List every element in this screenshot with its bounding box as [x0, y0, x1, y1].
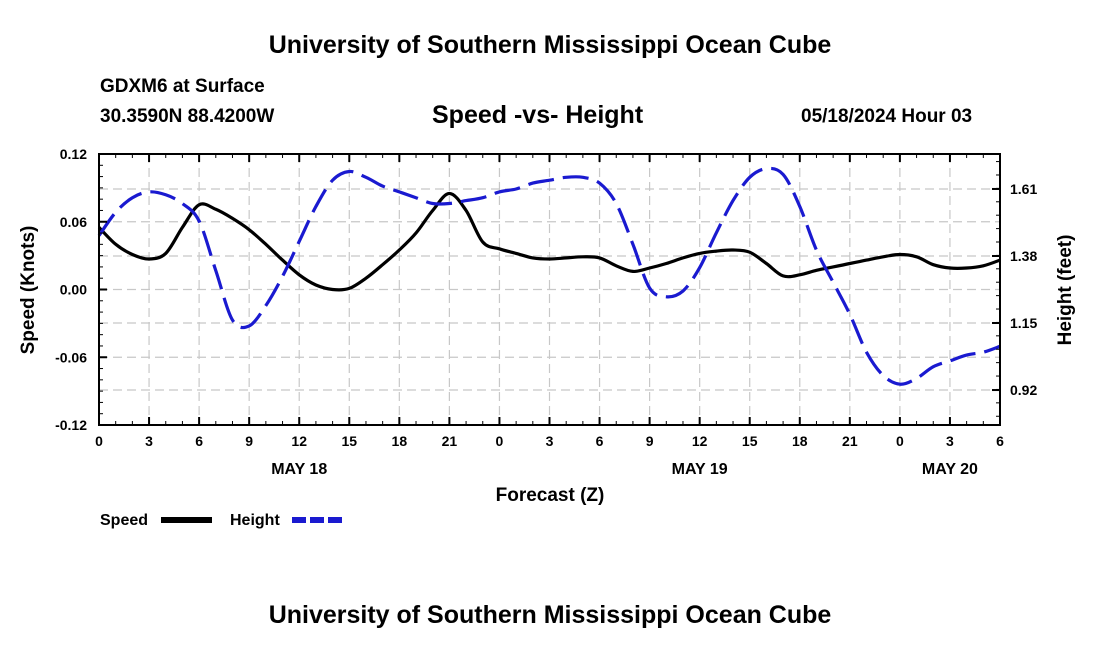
series-line-height — [97, 166, 1001, 386]
x-tick-label: 9 — [646, 433, 654, 449]
x-tick-label: 0 — [95, 433, 103, 449]
legend-speed-label: Speed — [100, 512, 148, 529]
x-tick-label: 18 — [392, 433, 408, 449]
y-right-tick-label: 1.38 — [1010, 248, 1037, 264]
run-time: 05/18/2024 Hour 03 — [801, 106, 973, 127]
axis-labels: 0 3 6 9 12 15 18 21 0 3 6 9 12 15 18 21 0 3 6 MAY 18 MAY 19 M… — [55, 146, 1037, 478]
x-tick-label: 12 — [692, 433, 708, 449]
y-left-tick-label: -0.12 — [55, 417, 87, 433]
legend-height-label: Height — [230, 512, 280, 529]
x-tick-label: 15 — [341, 433, 357, 449]
y-right-tick-label: 1.61 — [1010, 181, 1037, 197]
x-tick-label: 6 — [195, 433, 203, 449]
footer-title: University of Southern Mississippi Ocean… — [268, 601, 832, 629]
y-axis-title-right: Height (feet) — [1055, 235, 1076, 346]
y-left-tick-label: -0.06 — [55, 349, 87, 365]
x-tick-label: 21 — [442, 433, 458, 449]
station-location: 30.3590N 88.4200W — [100, 106, 275, 127]
x-tick-label: 0 — [896, 433, 904, 449]
axis-ticks — [98, 153, 1001, 426]
x-axis-title: Forecast (Z) — [496, 485, 605, 506]
date-label: MAY 20 — [922, 461, 978, 478]
date-label: MAY 19 — [672, 461, 728, 478]
x-tick-label: 21 — [842, 433, 858, 449]
series-lines — [97, 166, 1001, 386]
series-line-speed — [97, 191, 1001, 292]
x-tick-label: 9 — [245, 433, 253, 449]
chart-title: Speed -vs- Height — [432, 101, 644, 129]
station-name: GDXM6 at Surface — [100, 76, 265, 97]
x-tick-label: 18 — [792, 433, 808, 449]
y-right-tick-label: 0.92 — [1010, 382, 1037, 398]
y-left-tick-label: 0.06 — [60, 214, 87, 230]
x-tick-label: 6 — [996, 433, 1004, 449]
x-tick-label: 3 — [546, 433, 554, 449]
y-left-tick-label: 0.12 — [60, 146, 87, 162]
date-label: MAY 18 — [271, 461, 327, 478]
x-tick-label: 12 — [291, 433, 307, 449]
x-tick-label: 15 — [742, 433, 758, 449]
x-tick-label: 0 — [496, 433, 504, 449]
legend: Speed Height — [100, 512, 343, 529]
y-left-tick-label: 0.00 — [60, 282, 87, 298]
x-tick-label: 6 — [596, 433, 604, 449]
grid — [99, 154, 1000, 425]
page-title: University of Southern Mississippi Ocean… — [268, 31, 832, 59]
y-right-tick-label: 1.15 — [1010, 315, 1037, 331]
x-tick-label: 3 — [145, 433, 153, 449]
x-tick-label: 3 — [946, 433, 954, 449]
y-axis-title-left: Speed (Knots) — [18, 226, 39, 355]
